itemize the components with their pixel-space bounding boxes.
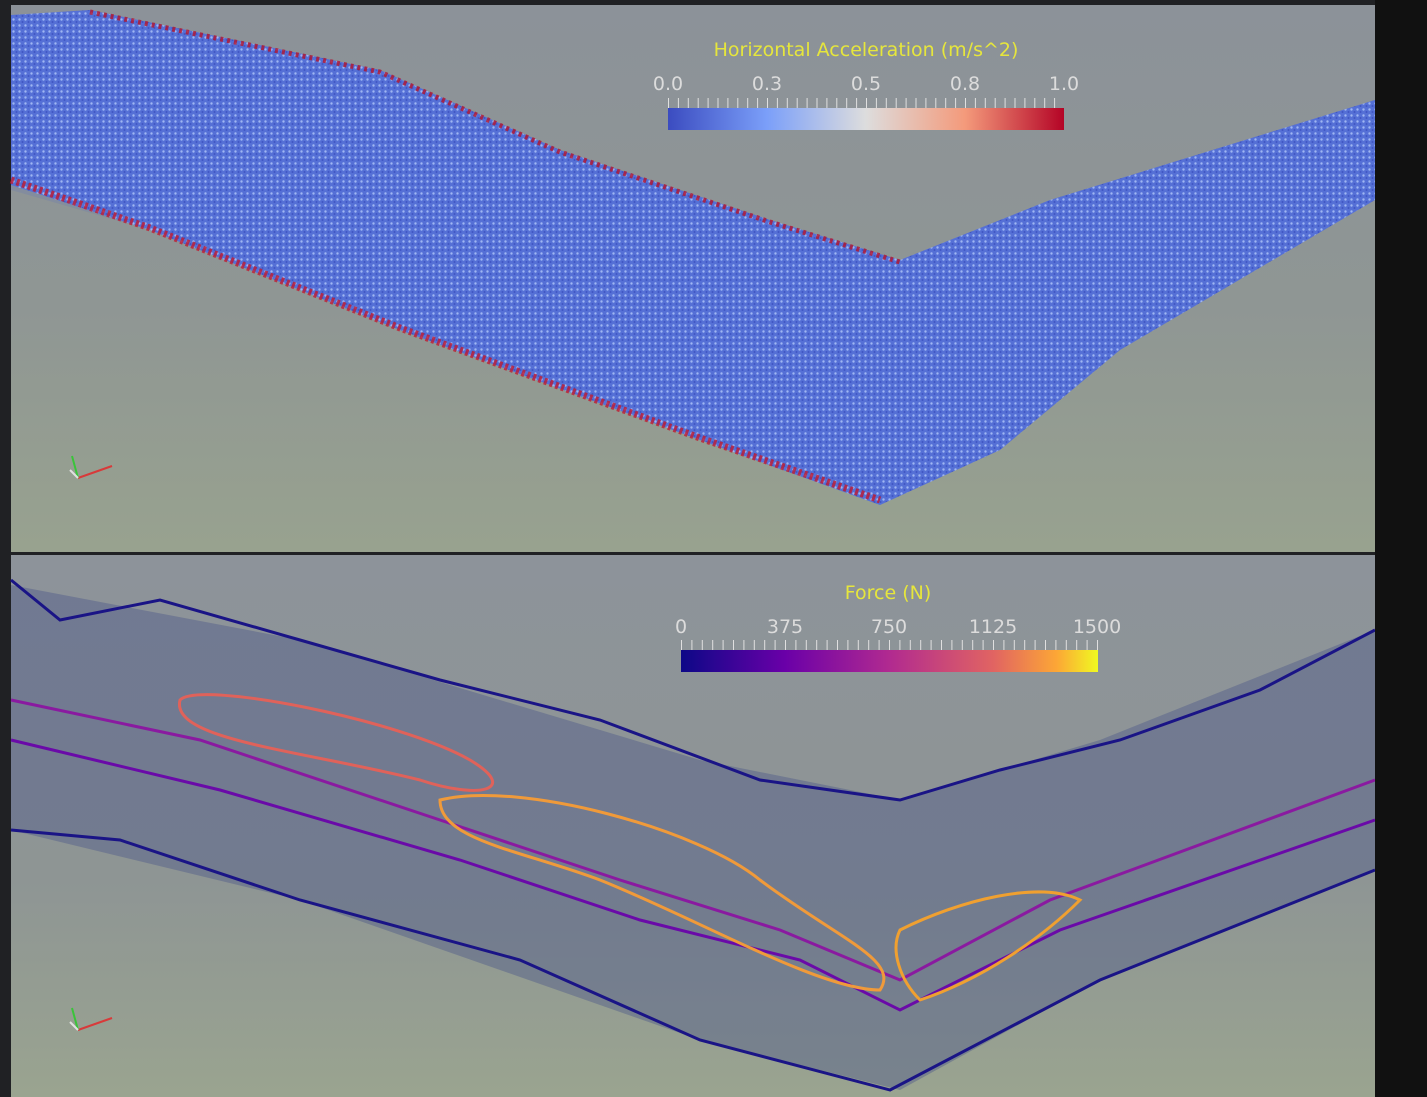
colorbar-tick-label: 0 <box>675 616 687 638</box>
colorbar-tick-label: 1.0 <box>1049 73 1079 95</box>
colorbar-tick-label: 1500 <box>1073 616 1121 638</box>
colorbar-gradient <box>668 108 1064 130</box>
colorbar-tick-label: 1125 <box>969 616 1017 638</box>
screen: Horizontal Acceleration (m/s^2) 0.0 0.3 … <box>0 0 1427 1097</box>
page: Horizontal Acceleration (m/s^2) 0.0 0.3 … <box>0 0 1427 1097</box>
colorbar-tick-label: 0.8 <box>950 73 980 95</box>
colorbar-title: Force (N) <box>845 582 931 604</box>
side-panel <box>1375 0 1427 1097</box>
colorbar-tick-label: 0.3 <box>752 73 782 95</box>
colorbar-minor-ticks <box>681 640 1098 650</box>
render-view-bottom[interactable]: Force (N) 0 375 750 1125 1500 <box>11 555 1375 1097</box>
colorbar-tick-label: 0.5 <box>851 73 881 95</box>
colorbar-tick-label: 375 <box>767 616 803 638</box>
colorbar-title: Horizontal Acceleration (m/s^2) <box>714 39 1019 61</box>
colorbar-tick-label: 750 <box>871 616 907 638</box>
colorbar-minor-ticks <box>668 98 1064 108</box>
colorbar-gradient <box>681 650 1098 672</box>
colorbar-tick-label: 0.0 <box>653 73 683 95</box>
render-view-top[interactable]: Horizontal Acceleration (m/s^2) 0.0 0.3 … <box>11 5 1375 552</box>
